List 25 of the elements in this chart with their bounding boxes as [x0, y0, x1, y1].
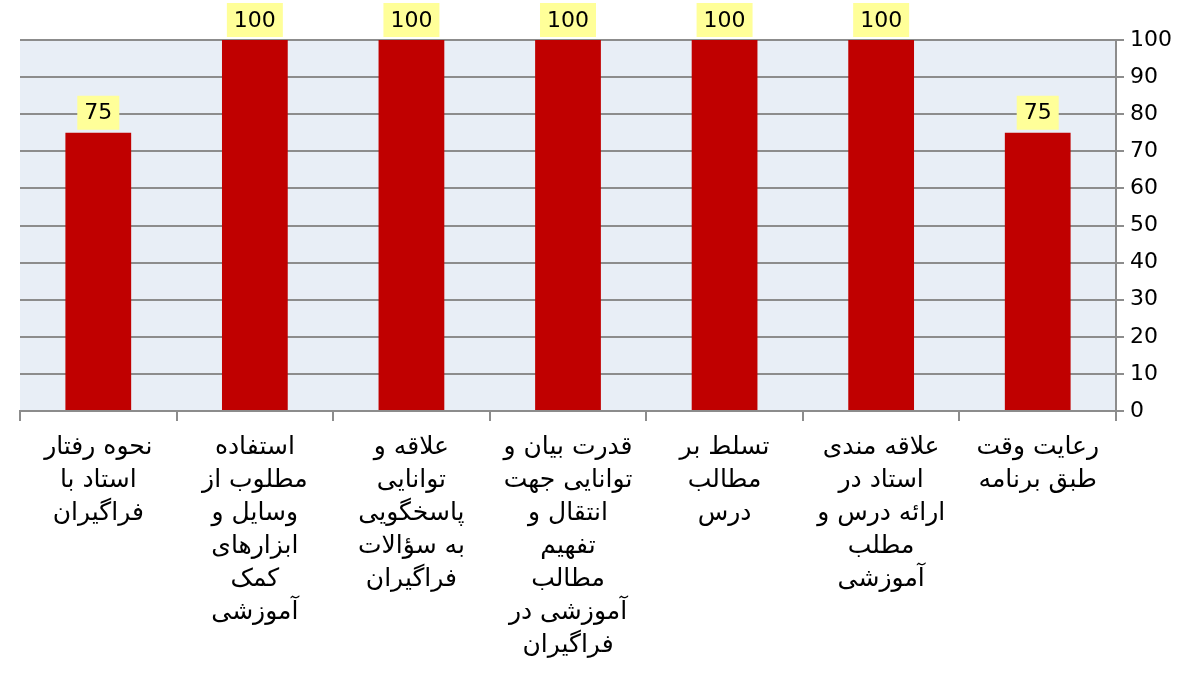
x-tick-label: علاقه و توانایی پاسخگویی به سؤالات فراگیران [357, 431, 465, 592]
y-tick-label: 0 [1130, 396, 1145, 422]
x-tick-label: رعایت وقت طبق برنامه [976, 431, 1100, 493]
y-tick-label: 50 [1130, 211, 1159, 237]
data-label: 100 [233, 6, 276, 32]
data-label: 100 [390, 6, 433, 32]
y-tick-label: 60 [1130, 174, 1159, 200]
y-tick-label: 20 [1130, 322, 1159, 348]
y-tick-label: 70 [1130, 137, 1159, 163]
x-tick-label: قدرت بیان و توانایی جهت انتقال و تفهیم مطالب آموزشی در فراگیران [501, 431, 633, 658]
data-label: 75 [84, 99, 113, 125]
y-tick-label: 90 [1130, 62, 1159, 88]
y-tick-label: 100 [1130, 25, 1173, 51]
y-tick-label: 30 [1130, 285, 1159, 311]
data-label: 100 [547, 6, 589, 32]
data-label: 100 [860, 6, 903, 32]
x-tick-label: استفاده مطلوب از وسایل و ابزارهای کمک آموزشی [200, 431, 308, 625]
y-tick-label: 10 [1130, 359, 1159, 385]
data-label: 100 [703, 6, 746, 32]
data-label: 75 [1023, 99, 1052, 125]
y-tick-label: 80 [1130, 99, 1159, 125]
x-tick-label: علاقه مندی استاد در ارائه درس و مطلب آموزشی [815, 431, 946, 592]
x-tick-label: نحوه رفتار استاد با فراگیران [42, 431, 153, 526]
y-tick-label: 40 [1130, 248, 1159, 274]
x-tick-label: تسلط بر مطالب درس [677, 431, 770, 526]
